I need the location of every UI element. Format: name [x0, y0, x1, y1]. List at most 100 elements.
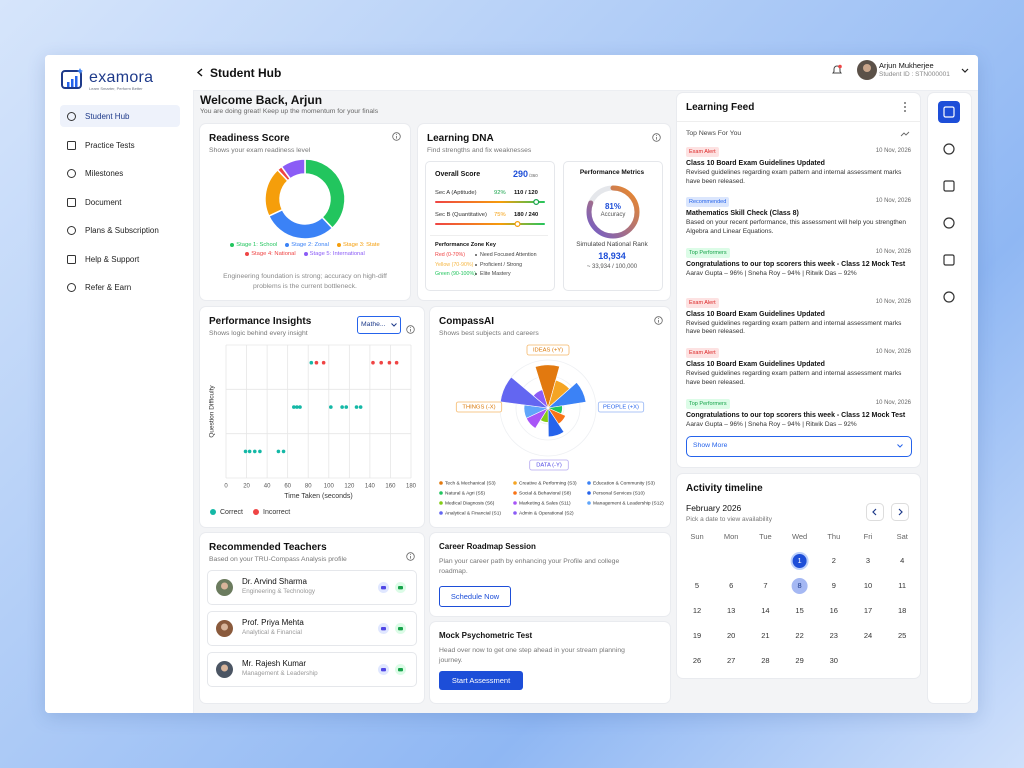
day-number[interactable]: 29 — [795, 656, 803, 665]
day-number[interactable]: 16 — [830, 606, 838, 615]
day-number[interactable]: 3 — [866, 556, 870, 565]
more-menu[interactable] — [903, 102, 907, 112]
action-button[interactable]: Schedule Now — [439, 586, 511, 607]
rail-icon[interactable] — [938, 138, 960, 160]
nav-item[interactable]: Help & Support — [60, 248, 180, 270]
logo-bar — [75, 76, 78, 87]
donut-chart — [264, 158, 346, 240]
feed-tag: Exam Alert — [686, 147, 719, 157]
contact-button[interactable] — [378, 623, 389, 634]
teacher-field: Management & Leadership — [242, 670, 318, 677]
day-number[interactable]: 25 — [898, 631, 906, 640]
welcome-title: Welcome Back, Arjun — [200, 93, 323, 107]
x-tick-label: 120 — [344, 484, 355, 490]
rail-icon[interactable] — [938, 175, 960, 197]
contact-button[interactable] — [395, 664, 406, 675]
day-number[interactable]: 15 — [795, 606, 803, 615]
day-number[interactable]: 7 — [763, 581, 767, 590]
legend-label: Correct — [220, 509, 243, 516]
day-number[interactable]: 28 — [761, 656, 769, 665]
day-number[interactable]: 30 — [830, 656, 838, 665]
scatter-point — [379, 360, 383, 365]
nav-icon-shape — [67, 112, 76, 121]
day-number[interactable]: 4 — [900, 556, 904, 565]
user-menu-chevron[interactable] — [961, 68, 969, 74]
feed-date: 10 Nov, 2026 — [875, 198, 911, 205]
day-number[interactable]: 8 — [798, 581, 802, 590]
rail-icon[interactable] — [938, 212, 960, 234]
feed-title: Class 10 Board Exam Guidelines Updated — [686, 361, 825, 369]
donut-segment — [267, 208, 334, 240]
chevron — [961, 68, 969, 73]
rail-icon[interactable] — [938, 101, 960, 123]
day-number[interactable]: 23 — [830, 631, 838, 640]
scatter-point — [276, 449, 281, 454]
legend-label: Natural & Agri (S5) — [445, 490, 485, 496]
day-number[interactable]: 27 — [727, 656, 735, 665]
legend-item: Stage 1: School — [230, 242, 277, 248]
day-number[interactable]: 20 — [727, 631, 735, 640]
overall-score: 290 — [512, 169, 528, 179]
day-number[interactable]: 22 — [795, 631, 803, 640]
day-number[interactable]: 2 — [832, 556, 836, 565]
nav-item[interactable]: Plans & Subscription — [60, 219, 180, 241]
day-number[interactable]: 24 — [864, 631, 872, 640]
month-nav-button[interactable] — [866, 503, 884, 521]
zone-range: Yellow (70-90%) — [435, 261, 474, 268]
contact-button[interactable] — [378, 664, 389, 675]
nav-label: Plans & Subscription — [85, 226, 159, 235]
chevron — [391, 323, 397, 327]
menu-dot — [904, 110, 906, 112]
nav-item[interactable]: Student Hub — [60, 105, 180, 127]
nav-item[interactable]: Milestones — [60, 162, 180, 184]
metrics-box — [563, 161, 663, 291]
month-nav-button[interactable] — [891, 503, 909, 521]
trend-line — [900, 131, 910, 137]
feed-tag: Top Performers — [686, 247, 730, 258]
axis-label: IDEAS (+Y) — [533, 348, 563, 354]
nav-item[interactable]: Refer & Earn — [60, 276, 180, 298]
section-bar — [435, 220, 545, 228]
day-number[interactable]: 17 — [864, 606, 872, 615]
day-number[interactable]: 6 — [729, 581, 733, 590]
day-number[interactable]: 21 — [761, 631, 769, 640]
contact-button[interactable] — [378, 582, 389, 593]
contact-button[interactable] — [395, 582, 406, 593]
legend-marker — [587, 491, 591, 495]
scatter-point — [295, 405, 299, 409]
day-number[interactable]: 18 — [898, 606, 906, 615]
day-number[interactable]: 1 — [798, 556, 802, 565]
day-number[interactable]: 5 — [695, 581, 699, 590]
rail-icon[interactable] — [938, 286, 960, 308]
day-number[interactable]: 13 — [727, 606, 735, 615]
nav-icon — [67, 254, 76, 264]
card-title: Career Roadmap Session — [439, 542, 536, 551]
card-title: Activity timeline — [686, 483, 763, 494]
notification-bell[interactable] — [831, 64, 843, 76]
day-number[interactable]: 26 — [693, 656, 701, 665]
day-number[interactable]: 10 — [864, 581, 872, 590]
day-number[interactable]: 14 — [761, 606, 769, 615]
section-score: 110 / 120 — [514, 190, 538, 196]
contact-button[interactable] — [395, 623, 406, 634]
legend-marker — [439, 511, 443, 515]
subject-select[interactable]: Mathe... — [357, 316, 401, 334]
x-tick-label: 100 — [324, 484, 335, 490]
rail-icon[interactable] — [938, 249, 960, 271]
back-button[interactable] — [196, 68, 204, 77]
day-number[interactable]: 19 — [693, 631, 701, 640]
logo-bar — [71, 79, 74, 87]
nav-item[interactable]: Practice Tests — [60, 134, 180, 156]
day-number[interactable]: 9 — [832, 581, 836, 590]
section-percent: 75% — [494, 212, 506, 218]
show-more-button[interactable]: Show More — [686, 436, 912, 457]
performance-insights-card: Performance Insights Shows logic behind e… — [200, 307, 424, 527]
teacher-row: Mr. Rajesh Kumar Management & Leadership — [207, 652, 417, 687]
rail-glyph — [943, 291, 955, 303]
day-number[interactable]: 12 — [693, 606, 701, 615]
nav-item[interactable]: Document — [60, 191, 180, 213]
day-number[interactable]: 11 — [898, 581, 906, 590]
legend-dot — [285, 243, 290, 247]
action-button[interactable]: Start Assessment — [439, 671, 523, 690]
donut-segment — [280, 158, 306, 180]
